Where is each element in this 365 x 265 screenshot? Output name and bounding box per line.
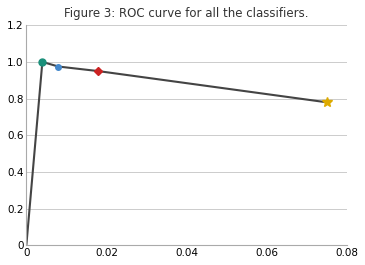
Title: Figure 3: ROC curve for all the classifiers.: Figure 3: ROC curve for all the classifi… [64,7,309,20]
